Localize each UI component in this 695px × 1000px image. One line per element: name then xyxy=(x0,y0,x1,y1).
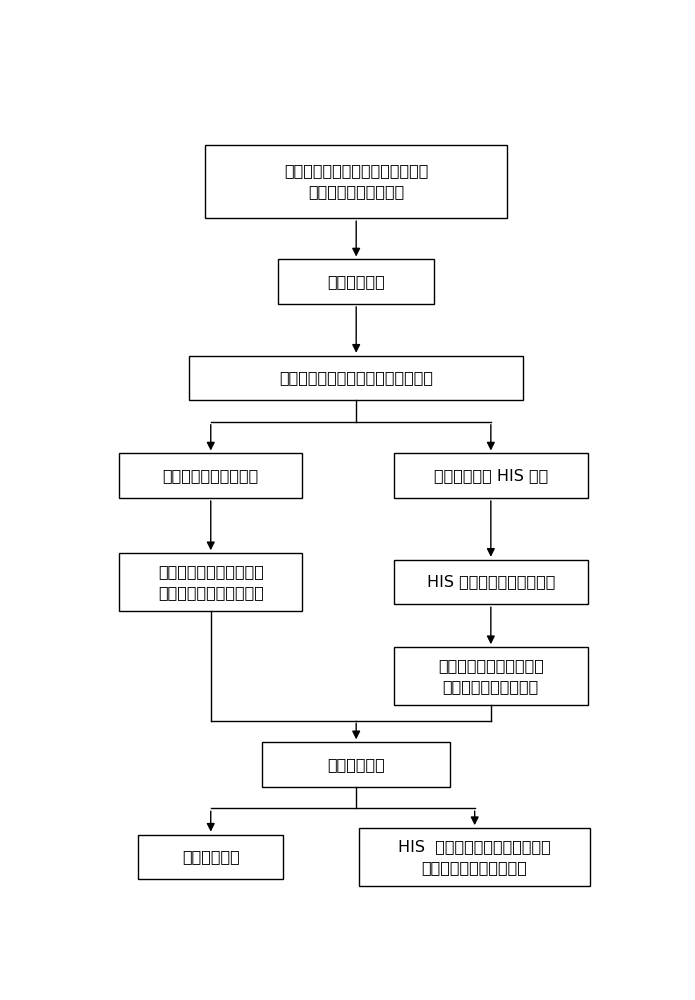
FancyBboxPatch shape xyxy=(394,453,588,498)
Text: 患者进入医院: 患者进入医院 xyxy=(327,274,385,289)
FancyBboxPatch shape xyxy=(206,145,507,218)
FancyBboxPatch shape xyxy=(120,553,302,611)
Text: 患者于挂号处或科室附近自助机挂号: 患者于挂号处或科室附近自助机挂号 xyxy=(279,370,433,385)
Text: 患者成功取药: 患者成功取药 xyxy=(327,757,385,772)
FancyBboxPatch shape xyxy=(189,356,523,400)
FancyBboxPatch shape xyxy=(278,259,434,304)
FancyBboxPatch shape xyxy=(262,742,450,787)
Text: HIS 系统预测药品动态需求: HIS 系统预测药品动态需求 xyxy=(427,574,555,589)
FancyBboxPatch shape xyxy=(394,647,588,705)
Text: 患者进入科室进行诊疗: 患者进入科室进行诊疗 xyxy=(163,468,259,483)
FancyBboxPatch shape xyxy=(359,828,591,886)
Text: 患者离开医院: 患者离开医院 xyxy=(182,849,240,864)
Text: 医院各层药房根据预测的基本需求
进行药品初始库存配置: 医院各层药房根据预测的基本需求 进行药品初始库存配置 xyxy=(284,164,428,200)
Text: 医院药房之间进行药品调
拨或从医院总药库补给: 医院药房之间进行药品调 拨或从医院总药库补给 xyxy=(438,658,543,694)
FancyBboxPatch shape xyxy=(120,453,302,498)
Text: 挂号信息录入 HIS 系统: 挂号信息录入 HIS 系统 xyxy=(434,468,548,483)
Text: 患者于自助机或人工窗口
缴费并获知取药相关信息: 患者于自助机或人工窗口 缴费并获知取药相关信息 xyxy=(158,564,263,600)
Text: HIS  系统记录取药信息，以便有
效预测下期药品基本需求: HIS 系统记录取药信息，以便有 效预测下期药品基本需求 xyxy=(398,839,551,875)
FancyBboxPatch shape xyxy=(138,835,284,879)
FancyBboxPatch shape xyxy=(394,560,588,604)
